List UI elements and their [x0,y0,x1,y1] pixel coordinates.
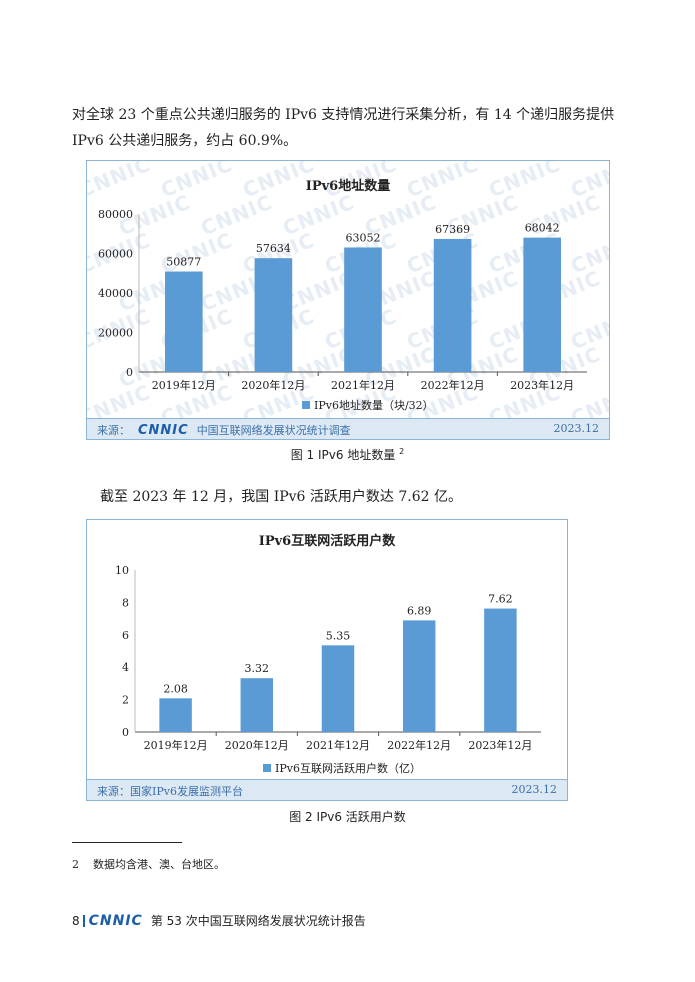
x-tick-label: 2021年12月 [331,378,395,392]
x-tick-label: 2020年12月 [225,738,289,752]
cnnic-logo: CNNIC [88,912,143,929]
source-name: 中国互联网络发展状况统计调查 [196,424,351,437]
report-title: 第 53 次中国互联网络发展状况统计报告 [150,914,366,928]
data-label: 2.08 [163,682,188,695]
bar [344,247,382,372]
source-label: 来源：国家IPv6发展监测平台 [97,785,243,798]
page-number: 8 [72,913,80,928]
bar [254,258,293,372]
chart-plot: 0 20000 40000 60000 80000 50877 2019年12月 57634 2… [98,208,587,412]
bar [164,271,203,372]
data-label: 50877 [166,256,201,269]
caption-text: 图 1 IPv6 地址数量 [290,448,396,462]
x-tick-label: 2022年12月 [387,738,451,752]
footnote-ref: 2 [399,447,405,456]
chart-ipv6-address-count: CNNIC CNNIC CNNIC CNNIC CNNIC CNNIC CNNIC CNNIC… [86,160,610,440]
x-tick-label: 2020年12月 [241,378,305,392]
footnote-number: 2 [72,858,79,871]
legend-label: IPv6地址数量（块/32） [314,398,434,412]
data-label: 68042 [525,222,560,235]
bar [523,237,562,372]
legend-swatch [263,764,271,772]
y-tick-label: 0 [126,366,133,379]
y-tick-label: 20000 [98,327,133,340]
y-tick-label: 2 [122,694,129,707]
data-label: 63052 [346,231,381,244]
page-footer: 8 CNNIC 第 53 次中国互联网络发展状况统计报告 [72,912,366,929]
chart-ipv6-active-users: IPv6互联网活跃用户数 0 2 4 6 8 10 2.08 2019年12月 3.32 2020… [86,519,568,801]
chart-title: IPv6互联网活跃用户数 [258,534,396,549]
y-tick-label: 4 [122,661,129,674]
legend-swatch [302,401,310,409]
y-tick-label: 80000 [98,208,133,221]
legend-label: IPv6互联网活跃用户数（亿） [275,761,421,775]
source-label: 来源： [97,424,130,437]
y-tick-label: 60000 [98,248,133,261]
bar [484,608,517,732]
figure-caption-2: 图 2 IPv6 活跃用户数 [289,810,406,824]
y-tick-label: 40000 [98,287,133,300]
bar [159,698,192,732]
footnote-text: 数据均含港、澳、台地区。 [93,858,225,871]
bar [402,620,436,732]
source-date: 2023.12 [553,422,600,435]
chart-source-bar: 来源： CNNIC 中国互联网络发展状况统计调查 2023.12 [87,418,609,439]
cnnic-logo: CNNIC [138,423,189,438]
y-tick-label: 8 [122,596,129,609]
data-label: 67369 [435,223,470,236]
bar [433,238,472,372]
x-tick-label: 2019年12月 [144,738,208,752]
y-tick-label: 0 [122,726,129,739]
footnote-divider [72,842,182,843]
x-tick-label: 2021年12月 [306,738,370,752]
footnote: 2 数据均含港、澳、台地区。 [72,856,225,872]
chart-plot: 0 2 4 6 8 10 2.08 2019年12月 3.32 2020年12月 5.35 2021年… [115,564,541,775]
data-label: 5.35 [326,629,351,642]
bar [321,645,355,732]
data-label: 6.89 [407,604,432,617]
y-tick-label: 6 [122,629,129,642]
x-tick-label: 2023年12月 [468,738,532,752]
x-tick-label: 2019年12月 [152,378,216,392]
chart-title: IPv6地址数量 [305,179,391,194]
source-date: 2023.12 [511,783,558,796]
data-label: 3.32 [245,662,269,675]
footer-divider [82,914,85,927]
figure-caption-1: 图 1 IPv6 地址数量 2 [0,446,695,463]
x-tick-label: 2023年12月 [510,378,574,392]
data-label: 7.62 [488,593,513,606]
y-tick-label: 10 [115,564,129,577]
x-tick-label: 2022年12月 [421,378,485,392]
chart-source-bar: 来源：国家IPv6发展监测平台 2023.12 [87,779,567,800]
data-label: 57634 [256,242,291,255]
intro-paragraph: 对全球 23 个重点公共递归服务的 IPv6 支持情况进行采集分析，有 14 个… [72,107,615,149]
bar [240,678,274,732]
mid-paragraph: 截至 2023 年 12 月，我国 IPv6 活跃用户数达 7.62 亿。 [100,489,462,505]
